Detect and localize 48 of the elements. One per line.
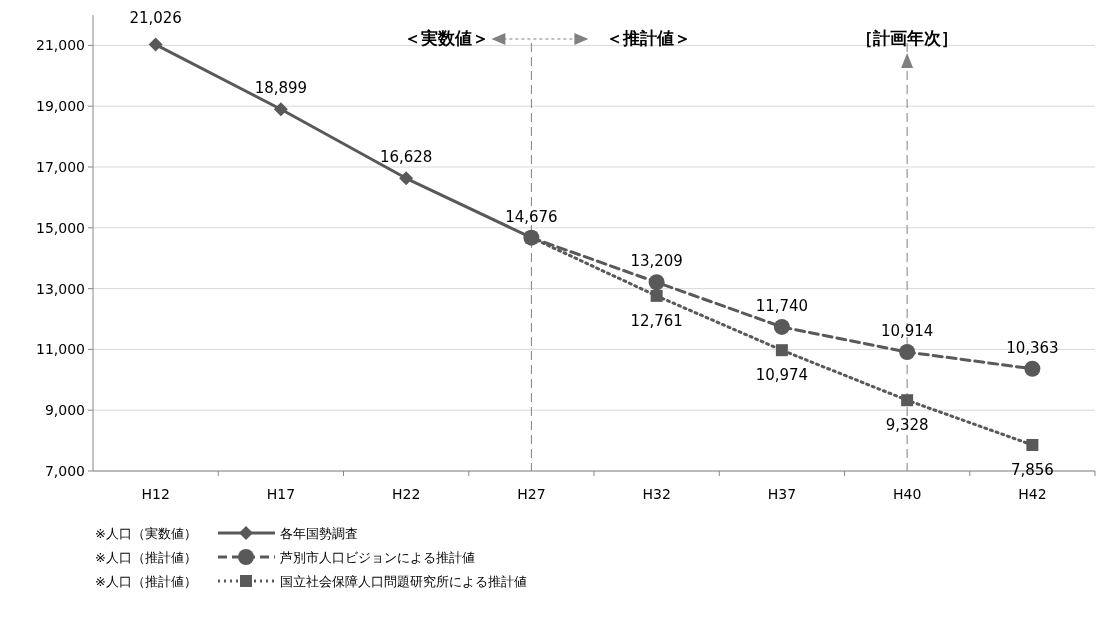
legend-label: 国立社会保障人口問題研究所による推計値: [280, 574, 527, 589]
legend-label: 芦別市人口ビジョンによる推計値: [280, 550, 475, 565]
point: [899, 344, 916, 361]
point: [648, 274, 665, 291]
text: ※人口（推計値）: [95, 550, 197, 565]
data-label: 9,328: [885, 416, 929, 435]
point: [650, 289, 663, 302]
point: [273, 102, 288, 117]
legend-label: 各年国勢調査: [280, 526, 358, 541]
x-tick-label: H27: [517, 486, 546, 502]
point: [775, 344, 788, 357]
y-tick-label: 7,000: [44, 463, 85, 479]
x-tick-label: H32: [642, 486, 671, 502]
point: [901, 394, 914, 407]
x-tick-label: H12: [141, 486, 170, 502]
y-tick-label: 15,000: [36, 219, 85, 236]
point: [1024, 360, 1041, 377]
y-tick-label: 19,000: [36, 98, 85, 115]
x-tick-label: H17: [266, 486, 296, 502]
annotation: ［計画年次］: [856, 28, 959, 48]
point: [148, 37, 163, 52]
data-label: 10,363: [1006, 338, 1059, 357]
y-tick-label: 13,000: [36, 280, 85, 297]
y-tick-label: 9,000: [44, 402, 85, 419]
y-tick-label: 11,000: [36, 341, 85, 358]
data-label: 10,974: [755, 366, 809, 385]
point: [1026, 438, 1039, 451]
data-label: 10,914: [880, 322, 934, 341]
point: [773, 318, 790, 335]
text: ※人口（推計値）: [95, 574, 197, 589]
x-tick-label: H40: [892, 486, 922, 502]
data-label: 16,628: [379, 148, 433, 167]
data-label: 14,676: [505, 207, 558, 226]
data-label: 12,761: [630, 311, 683, 330]
data-label: 11,740: [755, 296, 809, 315]
data-label: 18,899: [254, 79, 308, 98]
x-tick-label: H37: [767, 486, 797, 502]
x-tick-label: H42: [1018, 486, 1047, 502]
data-label: 13,209: [630, 252, 683, 271]
data-label: 7,856: [1010, 460, 1054, 479]
annotation: ＜推計値＞: [606, 28, 692, 48]
text: ※人口（実数値）: [95, 526, 197, 541]
data-label: 21,026: [129, 8, 182, 27]
y-tick-label: 17,000: [36, 159, 85, 175]
point: [399, 171, 414, 186]
x-tick-label: H22: [391, 486, 421, 502]
y-tick-label: 21,000: [36, 37, 85, 54]
annotation: ＜実数値＞: [404, 28, 490, 48]
